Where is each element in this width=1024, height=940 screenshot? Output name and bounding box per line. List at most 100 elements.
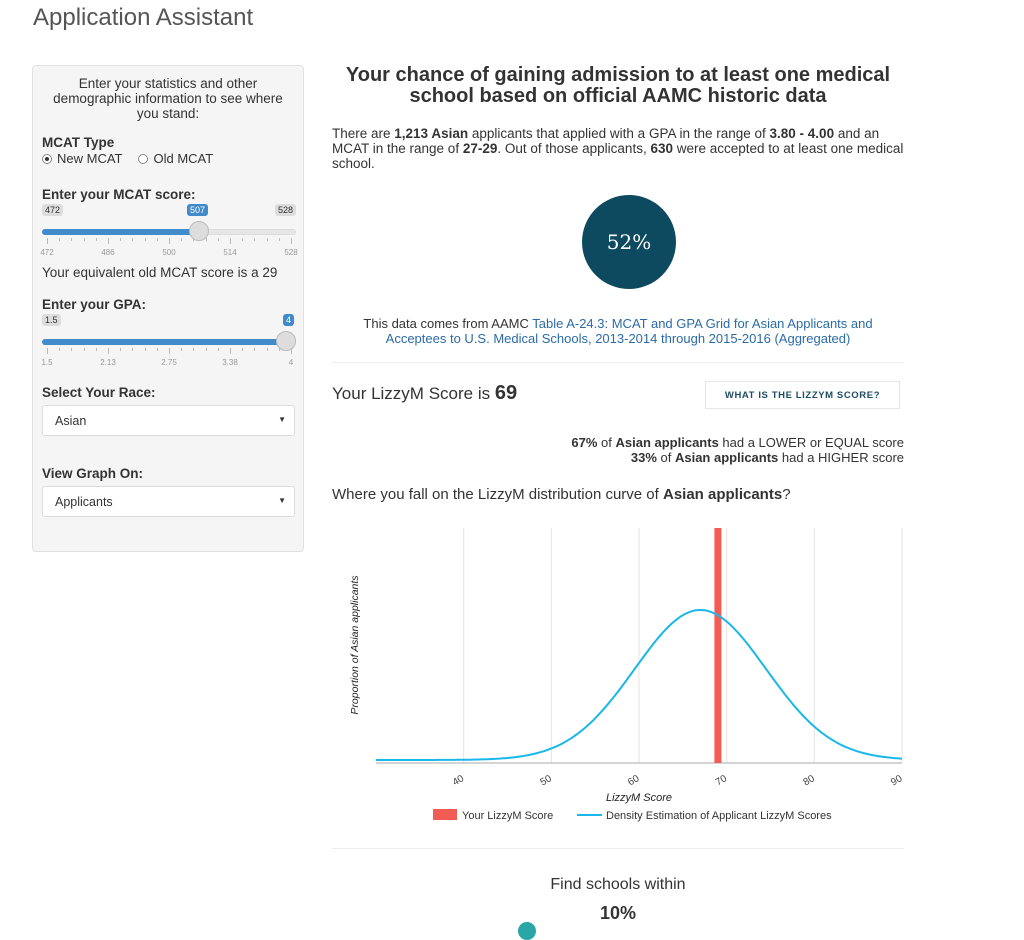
slider-tick xyxy=(205,238,207,241)
divider xyxy=(332,848,904,849)
radio-dot-icon[interactable] xyxy=(138,153,149,164)
gpa-slider-handle[interactable] xyxy=(276,331,296,351)
find-schools-label: Find schools within xyxy=(550,876,686,893)
radio-old-mcat-label: Old MCAT xyxy=(153,151,214,166)
mcat-min-pill: 472 xyxy=(42,204,64,216)
slider-tick-label: 4 xyxy=(288,358,294,367)
mcat-type-radios: New MCAT Old MCAT xyxy=(42,151,229,166)
slider-tick xyxy=(278,348,280,351)
graph-on-select-value: Applicants xyxy=(55,495,113,509)
legend-swatch-score xyxy=(433,809,457,820)
slider-tick xyxy=(47,348,48,354)
slider-tick xyxy=(266,348,268,351)
data-source-note: This data comes from AAMC Table A-24.3: … xyxy=(363,316,873,346)
find-schools-percent: 10% xyxy=(599,903,637,923)
what-is-lizzym-button[interactable]: WHAT IS THE LIZZYM SCORE? xyxy=(705,381,900,409)
your-score-bar xyxy=(714,528,722,763)
chart-x-tick-label: 60 xyxy=(626,773,642,788)
slider-tick xyxy=(144,238,146,241)
mcat-score-label: Enter your MCAT score: xyxy=(42,187,196,202)
slider-tick xyxy=(181,238,183,241)
slider-tick xyxy=(217,348,219,351)
slider-tick xyxy=(156,238,158,241)
stat-lower: 67% of Asian applicants had a LOWER or E… xyxy=(571,435,904,450)
slider-tick xyxy=(217,238,219,241)
aamc-table-link[interactable]: Table A-24.3: MCAT and GPA Grid for Asia… xyxy=(385,316,873,346)
slider-tick-label: 2.75 xyxy=(161,358,177,367)
slider-tick xyxy=(71,238,73,241)
race-label: Select Your Race: xyxy=(42,385,156,400)
slider-tick xyxy=(242,238,244,241)
slider-tick xyxy=(120,238,122,241)
slider-tick xyxy=(108,348,109,354)
radio-dot-icon[interactable] xyxy=(42,153,52,164)
caret-down-icon: ▼ xyxy=(278,415,286,424)
sidebar-intro: Enter your statistics and other demograp… xyxy=(53,76,283,121)
slider-tick xyxy=(242,348,244,351)
stat-higher: 33% of Asian applicants had a HIGHER sco… xyxy=(630,450,904,465)
score-stats: 67% of Asian applicants had a LOWER or E… xyxy=(332,435,904,465)
gpa-slider[interactable]: 1.5 4 1.5 2.13 2.75 3.38 4 xyxy=(41,314,296,374)
mcat-value-pill: 507 xyxy=(187,204,209,216)
chart-x-axis-label: LizzyM Score xyxy=(606,792,672,804)
gpa-min-pill: 1.5 xyxy=(42,314,61,326)
graph-on-label: View Graph On: xyxy=(42,466,144,481)
slider-tick xyxy=(83,238,85,241)
gpa-label: Enter your GPA: xyxy=(42,297,147,312)
slider-tick-label: 528 xyxy=(284,248,298,257)
mcat-slider-handle[interactable] xyxy=(189,221,209,241)
graph-on-select[interactable]: Applicants ▼ xyxy=(42,486,295,517)
slider-tick-label: 486 xyxy=(101,248,115,257)
gpa-slider-fill xyxy=(42,339,286,345)
lizzym-distribution-chart: 40 50 60 70 80 90 LizzyM Score Proportion of As… xyxy=(349,528,904,822)
intro-paragraph: There are 1,213 Asian applicants that ap… xyxy=(332,126,904,171)
divider xyxy=(332,362,904,363)
slider-tick xyxy=(205,348,207,351)
slider-tick-label: 514 xyxy=(223,248,237,257)
slider-tick-label: 1.5 xyxy=(41,358,53,367)
slider-tick xyxy=(291,238,292,244)
distribution-heading: Where you fall on the LizzyM distributio… xyxy=(332,486,791,503)
radio-new-mcat[interactable]: New MCAT xyxy=(42,151,122,166)
slider-tick xyxy=(169,238,170,244)
mcat-type-label: MCAT Type xyxy=(42,135,115,150)
mcat-slider-fill xyxy=(42,229,199,235)
lizzym-score-value: 69 xyxy=(494,382,518,404)
equiv-old-mcat-text: Your equivalent old MCAT score is a 29 xyxy=(42,265,278,280)
slider-tick xyxy=(59,348,61,351)
radio-old-mcat[interactable]: Old MCAT xyxy=(138,151,213,166)
find-schools-slider-handle[interactable] xyxy=(518,922,536,940)
race-select-value: Asian xyxy=(55,414,87,428)
lizzym-score-text: Your LizzyM Score is 69 xyxy=(332,382,518,404)
admission-chance-value: 52% xyxy=(606,230,652,254)
density-curve xyxy=(376,608,903,761)
slider-tick xyxy=(230,348,231,354)
main-title: Your chance of gaining admission to at l… xyxy=(345,64,891,107)
chart-x-tick-label: 80 xyxy=(802,773,818,788)
chart-x-tick-label: 50 xyxy=(539,773,555,788)
caret-down-icon: ▼ xyxy=(278,496,286,505)
slider-tick xyxy=(59,238,61,241)
slider-tick xyxy=(156,348,158,351)
slider-tick xyxy=(71,348,73,351)
slider-tick xyxy=(254,348,256,351)
slider-tick xyxy=(120,348,122,351)
slider-tick-label: 2.13 xyxy=(100,358,116,367)
slider-tick xyxy=(291,348,292,354)
slider-tick xyxy=(266,238,268,241)
admission-chance-circle: 52% xyxy=(582,195,676,289)
slider-tick-label: 472 xyxy=(40,248,54,257)
chart-x-tick-label: 90 xyxy=(889,773,904,788)
slider-tick xyxy=(181,348,183,351)
slider-tick xyxy=(132,348,134,351)
slider-tick-label: 500 xyxy=(162,248,176,257)
slider-tick xyxy=(144,348,146,351)
gpa-value-pill: 4 xyxy=(282,314,294,326)
mcat-slider[interactable]: 472 528 507 472 486 500 514 528 xyxy=(40,204,298,264)
slider-tick xyxy=(193,348,195,351)
slider-tick xyxy=(83,348,85,351)
race-select[interactable]: Asian ▼ xyxy=(42,405,295,436)
legend-label-score: Your LizzyM Score xyxy=(462,810,553,822)
slider-tick xyxy=(95,238,97,241)
slider-tick xyxy=(278,238,280,241)
